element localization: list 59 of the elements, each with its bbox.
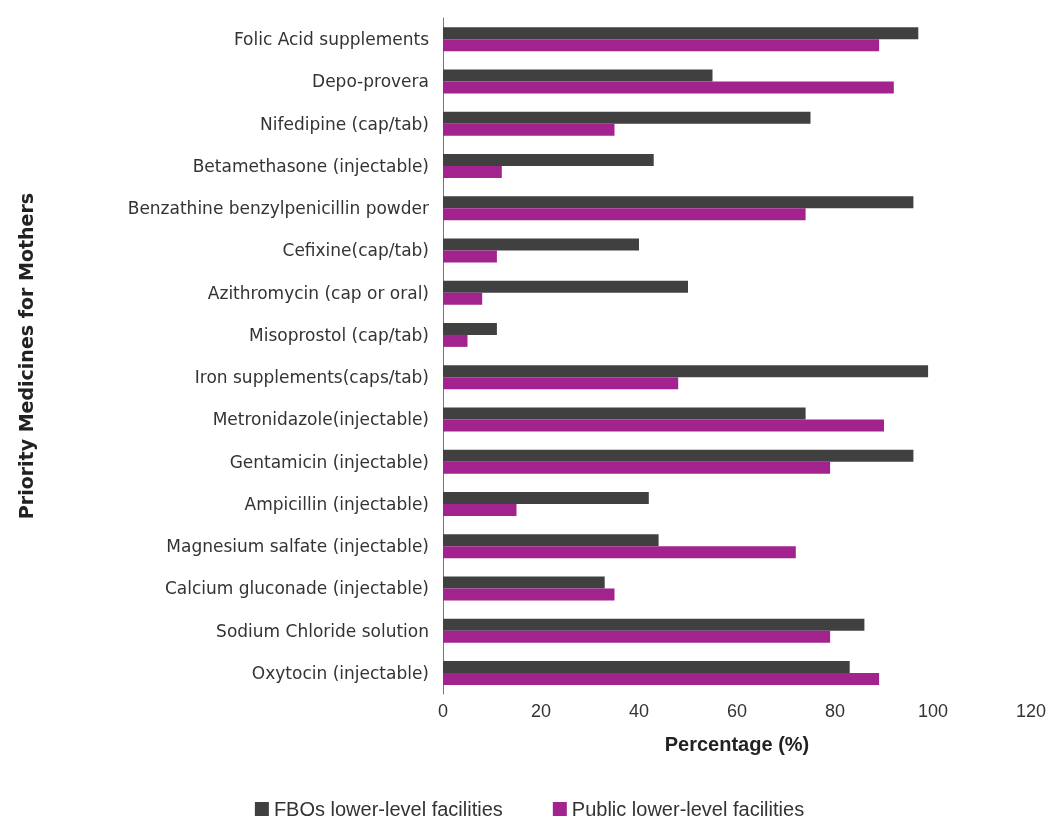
bar xyxy=(443,630,831,643)
y-tick-label: Azithromycin (cap or oral) xyxy=(207,282,429,303)
bar xyxy=(443,123,615,136)
bar xyxy=(443,250,497,263)
bar xyxy=(443,69,713,82)
y-tick-label: Iron supplements(caps/tab) xyxy=(194,367,429,388)
bar xyxy=(443,588,615,601)
bar xyxy=(443,111,811,124)
y-tick-label: Gentamicin (injectable) xyxy=(229,451,429,472)
y-axis-title: Priority Medicines for Mothers xyxy=(14,192,37,520)
bar xyxy=(443,292,483,305)
y-tick-label: Cefixine(cap/tab) xyxy=(282,240,429,261)
x-tick-label: 120 xyxy=(1015,701,1047,721)
y-tick-label: Benzathine benzylpenicillin powder xyxy=(127,198,429,219)
bar xyxy=(443,153,654,166)
x-tick-label: 20 xyxy=(530,701,552,721)
bar xyxy=(443,39,880,52)
x-tick-label: 100 xyxy=(917,701,949,721)
y-tick-label: Ampicillin (injectable) xyxy=(244,493,429,514)
legend-label: Public lower-level facilities xyxy=(571,798,805,820)
legend-label: FBOs lower-level facilities xyxy=(273,798,503,820)
y-tick-label: Betamethasone (injectable) xyxy=(192,155,429,176)
bar xyxy=(443,81,894,94)
y-tick-label: Depo-provera xyxy=(312,71,429,92)
bar xyxy=(443,208,806,221)
y-tick-label: Sodium Chloride solution xyxy=(216,620,429,641)
bar xyxy=(443,280,688,293)
y-tick-label: Oxytocin (injectable) xyxy=(251,662,429,683)
bar xyxy=(443,27,919,40)
y-tick-label: Nifedipine (cap/tab) xyxy=(260,113,429,134)
x-tick-label: 60 xyxy=(726,701,748,721)
bar xyxy=(443,534,659,547)
bar xyxy=(443,238,639,251)
bar xyxy=(443,165,502,178)
y-tick-label: Folic Acid supplements xyxy=(233,29,430,50)
bar xyxy=(443,660,850,673)
bar xyxy=(443,618,865,631)
bar xyxy=(443,419,884,432)
y-tick-label: Calcium gluconade (injectable) xyxy=(164,578,429,599)
bar xyxy=(443,576,605,589)
bar xyxy=(443,377,679,390)
bar xyxy=(443,672,880,685)
bar xyxy=(443,461,831,474)
bar xyxy=(443,407,806,420)
y-tick-label: Metronidazole(injectable) xyxy=(212,409,429,430)
x-tick-label: 80 xyxy=(824,701,846,721)
bar xyxy=(443,365,929,378)
bar xyxy=(443,322,497,335)
x-tick-label: 40 xyxy=(628,701,650,721)
bar xyxy=(443,503,517,516)
x-axis-title: Percentage (%) xyxy=(664,733,810,755)
bar xyxy=(443,449,914,462)
x-tick-label: 0 xyxy=(437,701,449,721)
bar xyxy=(443,196,914,209)
bar xyxy=(443,334,468,347)
bar xyxy=(443,546,796,559)
y-tick-label: Magnesium salfate (injectable) xyxy=(166,536,429,557)
y-tick-label: Misoprostol (cap/tab) xyxy=(249,324,429,345)
bar xyxy=(443,491,649,504)
